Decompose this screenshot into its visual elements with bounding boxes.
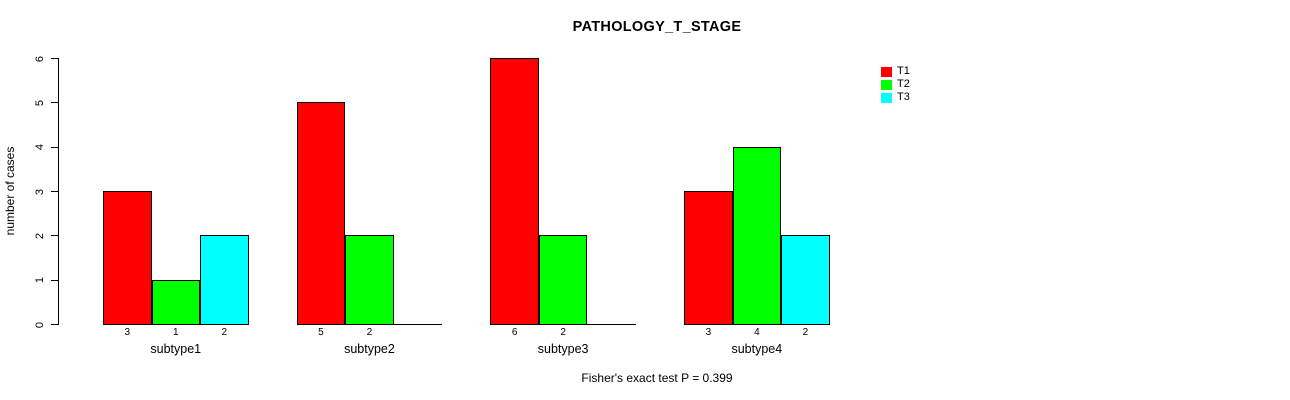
bar — [538, 235, 588, 325]
legend-label: T1 — [897, 65, 910, 77]
bar — [200, 235, 249, 325]
y-tick-label: 6 — [34, 55, 46, 62]
legend-swatch — [881, 66, 892, 77]
legend-item: T2 — [881, 78, 910, 91]
bar — [490, 58, 539, 325]
bar — [296, 102, 346, 325]
y-tick — [51, 324, 58, 325]
category-label: subtype3 — [537, 342, 589, 356]
y-tick-label: 2 — [34, 232, 46, 239]
y-tick-label: 4 — [34, 144, 46, 151]
y-tick-label: 0 — [34, 321, 46, 328]
legend-label: T2 — [897, 78, 910, 90]
category-label: subtype2 — [344, 342, 395, 356]
zero-bar-line — [393, 324, 443, 325]
bar — [103, 191, 152, 325]
y-tick-label: 5 — [34, 99, 46, 106]
legend-swatch — [881, 92, 892, 103]
y-tick-label: 1 — [34, 277, 46, 284]
bar-value-label: 5 — [318, 327, 324, 338]
y-tick — [51, 191, 58, 192]
bar-value-label: 1 — [172, 327, 179, 338]
chart-title: PATHOLOGY_T_STAGE — [572, 19, 742, 35]
zero-bar-line — [587, 324, 636, 325]
bar-value-label: 2 — [802, 327, 809, 338]
bar-value-label: 3 — [705, 327, 712, 338]
bar — [684, 191, 733, 325]
legend-item: T3 — [881, 91, 910, 104]
bar-value-label: 4 — [754, 327, 760, 338]
y-axis-line — [58, 58, 59, 325]
bar-value-label: 2 — [366, 327, 373, 338]
legend-item: T1 — [881, 65, 910, 78]
y-tick — [51, 235, 58, 237]
category-label: subtype4 — [731, 342, 783, 356]
legend: T1 T2 T3 — [881, 65, 910, 104]
legend-label: T3 — [897, 91, 910, 103]
category-label: subtype1 — [150, 342, 202, 356]
y-tick — [51, 146, 58, 148]
bar-value-label: 2 — [560, 327, 566, 338]
annotation-text: Fisher's exact test P = 0.399 — [581, 371, 733, 385]
legend-swatch — [881, 79, 892, 90]
bar — [151, 279, 200, 325]
y-tick — [51, 58, 58, 60]
y-tick — [51, 102, 58, 104]
y-tick-label: 3 — [34, 188, 46, 195]
bar-value-label: 2 — [221, 327, 228, 338]
bar-value-label: 3 — [124, 327, 131, 338]
bar-value-label: 6 — [511, 327, 518, 338]
bar — [781, 235, 830, 325]
y-tick — [51, 279, 58, 281]
y-axis-label: number of cases — [3, 146, 17, 236]
bar — [345, 235, 394, 325]
bar — [732, 146, 782, 325]
